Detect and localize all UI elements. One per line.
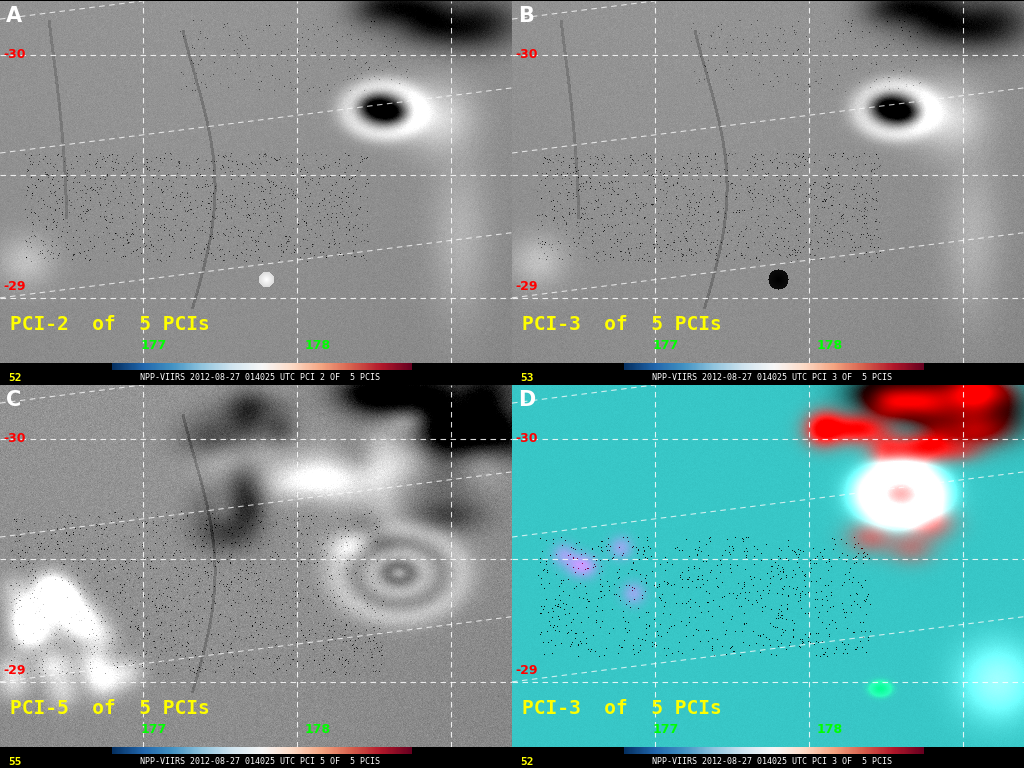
Text: -30: -30 xyxy=(3,432,26,445)
Text: -30: -30 xyxy=(515,48,538,61)
Text: A: A xyxy=(6,6,23,26)
Text: -29: -29 xyxy=(3,664,26,677)
Text: PCI-3  of  5 PCIs: PCI-3 of 5 PCIs xyxy=(522,315,722,334)
Text: 177: 177 xyxy=(140,339,167,353)
Text: PCI-5  of  5 PCIs: PCI-5 of 5 PCIs xyxy=(10,699,210,718)
Text: C: C xyxy=(6,390,22,410)
Text: NPP-VIIRS 2012-08-27 014025 UTC PCI 3 OF  5 PCIS: NPP-VIIRS 2012-08-27 014025 UTC PCI 3 OF… xyxy=(652,757,892,766)
Text: 177: 177 xyxy=(652,339,679,353)
Text: 177: 177 xyxy=(652,723,679,737)
Text: 52: 52 xyxy=(8,373,22,383)
Text: -29: -29 xyxy=(3,280,26,293)
Text: NPP-VIIRS 2012-08-27 014025 UTC PCI 2 OF  5 PCIS: NPP-VIIRS 2012-08-27 014025 UTC PCI 2 OF… xyxy=(140,373,380,382)
Text: B: B xyxy=(518,6,534,26)
Text: -30: -30 xyxy=(515,432,538,445)
Text: 55: 55 xyxy=(8,757,22,767)
Text: -30: -30 xyxy=(3,48,26,61)
Text: NPP-VIIRS 2012-08-27 014025 UTC PCI 5 OF  5 PCIS: NPP-VIIRS 2012-08-27 014025 UTC PCI 5 OF… xyxy=(140,757,380,766)
Text: PCI-3  of  5 PCIs: PCI-3 of 5 PCIs xyxy=(522,699,722,718)
Text: 178: 178 xyxy=(304,723,331,737)
Text: 177: 177 xyxy=(140,723,167,737)
Text: 178: 178 xyxy=(816,723,843,737)
Text: D: D xyxy=(518,390,536,410)
Text: -29: -29 xyxy=(515,280,538,293)
Text: 178: 178 xyxy=(304,339,331,353)
Text: 53: 53 xyxy=(520,373,534,383)
Text: 52: 52 xyxy=(520,757,534,767)
Text: PCI-2  of  5 PCIs: PCI-2 of 5 PCIs xyxy=(10,315,210,334)
Text: -29: -29 xyxy=(515,664,538,677)
Text: 178: 178 xyxy=(816,339,843,353)
Text: NPP-VIIRS 2012-08-27 014025 UTC PCI 3 OF  5 PCIS: NPP-VIIRS 2012-08-27 014025 UTC PCI 3 OF… xyxy=(652,373,892,382)
